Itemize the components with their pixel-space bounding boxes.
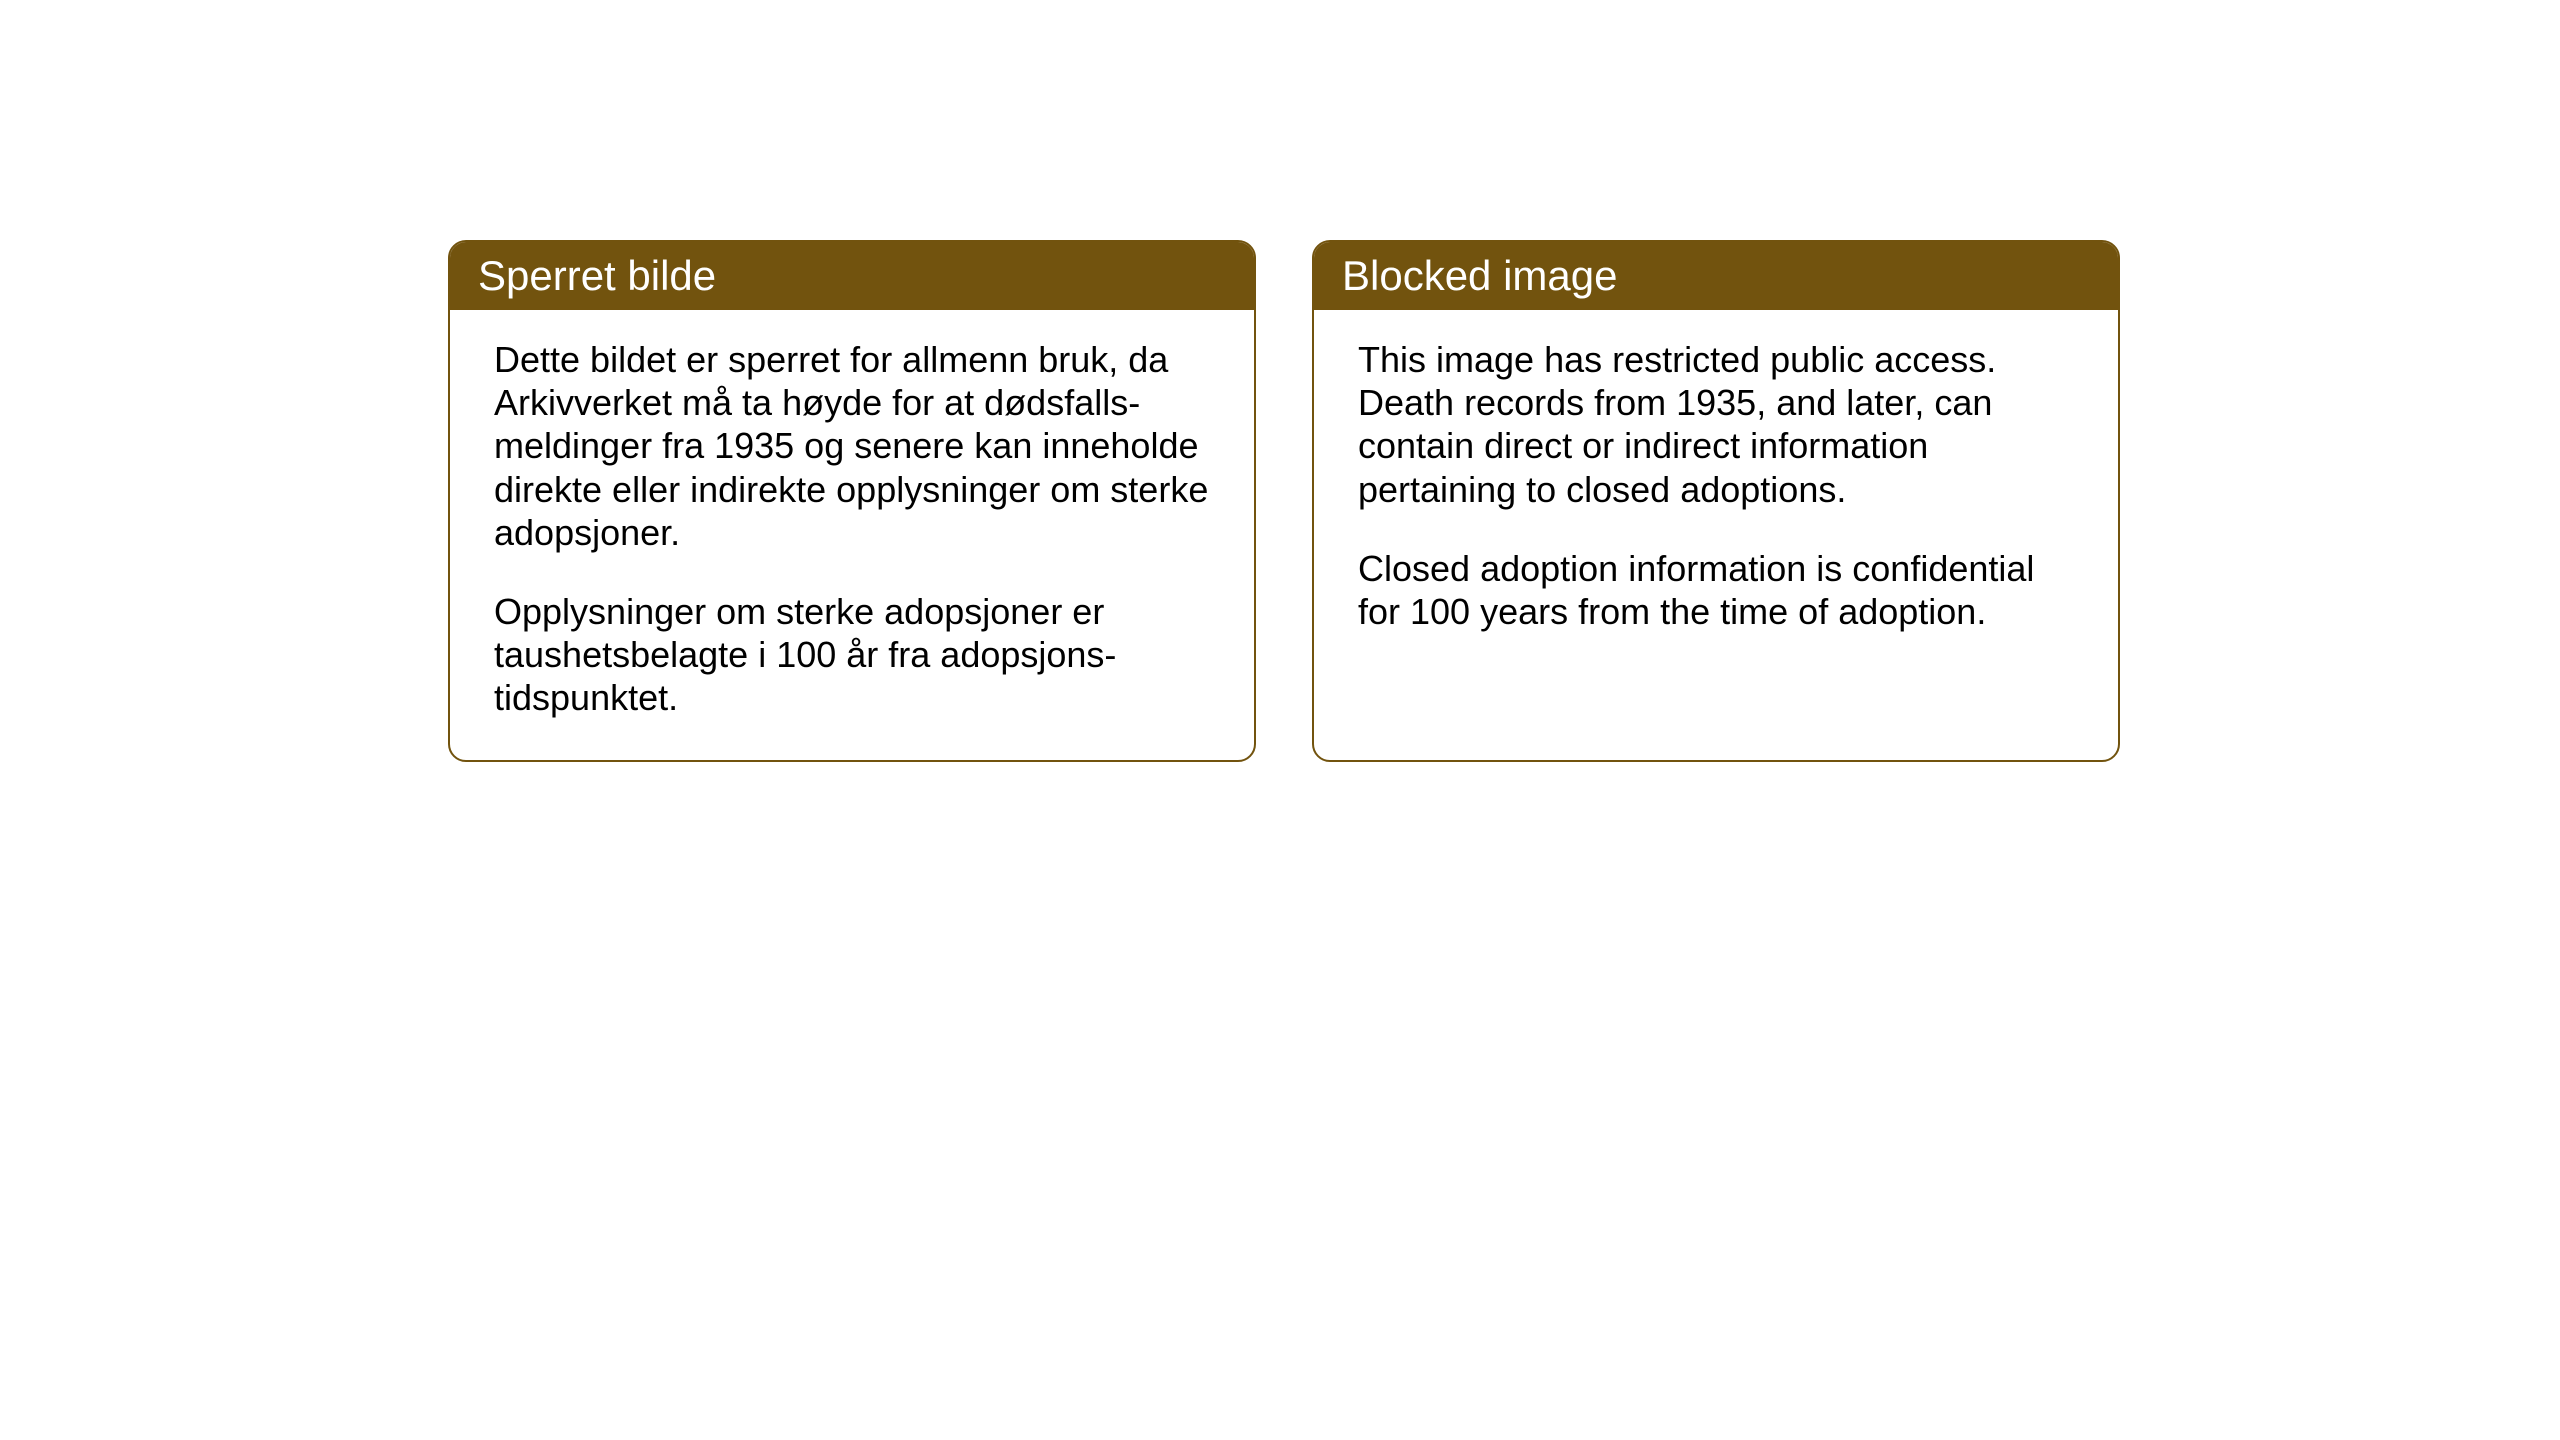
english-paragraph-2: Closed adoption information is confident… [1358,547,2074,633]
notice-container: Sperret bilde Dette bildet er sperret fo… [448,240,2120,762]
norwegian-paragraph-1: Dette bildet er sperret for allmenn bruk… [494,338,1210,554]
english-card-title: Blocked image [1314,242,2118,310]
english-paragraph-1: This image has restricted public access.… [1358,338,2074,511]
norwegian-card-title: Sperret bilde [450,242,1254,310]
norwegian-notice-card: Sperret bilde Dette bildet er sperret fo… [448,240,1256,762]
norwegian-paragraph-2: Opplysninger om sterke adopsjoner er tau… [494,590,1210,720]
english-card-body: This image has restricted public access.… [1314,310,2118,673]
english-notice-card: Blocked image This image has restricted … [1312,240,2120,762]
norwegian-card-body: Dette bildet er sperret for allmenn bruk… [450,310,1254,760]
